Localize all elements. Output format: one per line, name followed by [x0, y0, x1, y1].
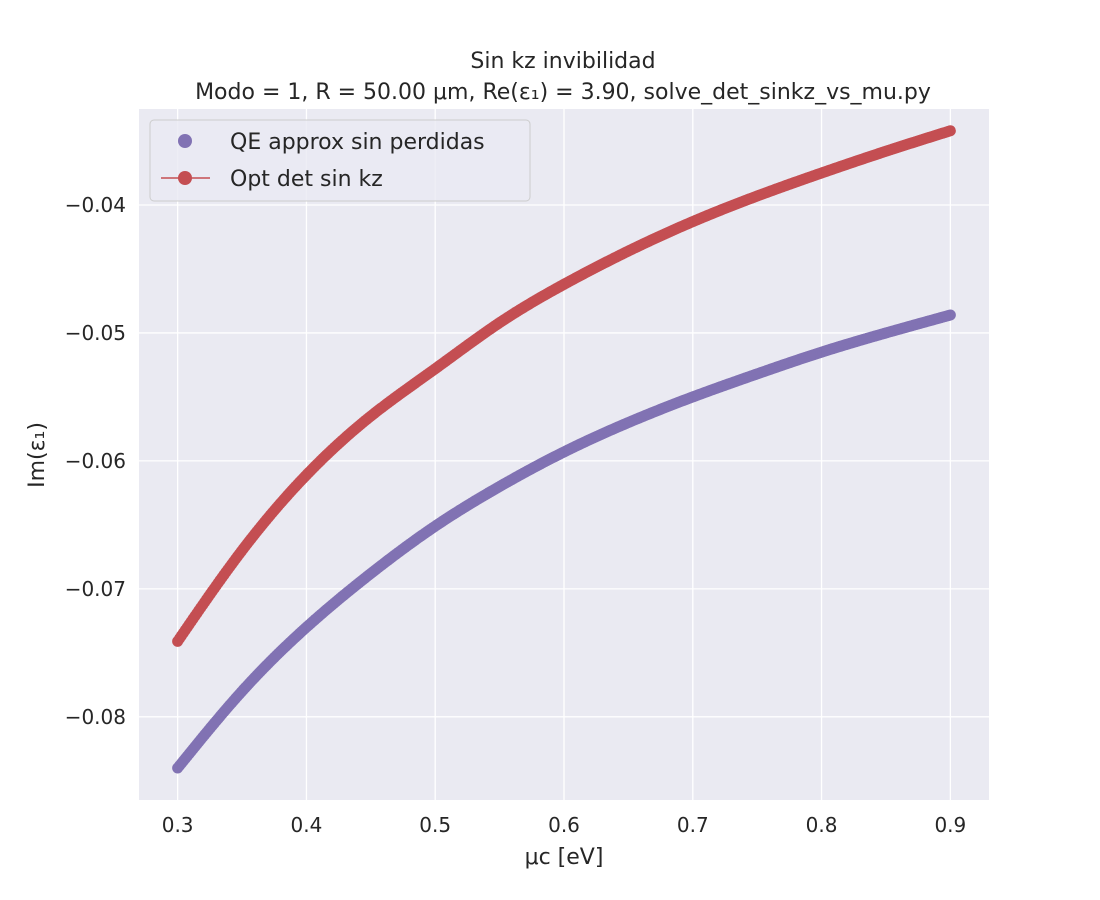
data-point: [944, 125, 956, 137]
x-tick-label: 0.3: [162, 813, 194, 837]
x-tick-label: 0.7: [677, 813, 709, 837]
legend-label-qe-approx: QE approx sin perdidas: [230, 130, 485, 155]
y-tick-labels: −0.04 −0.05 −0.06 −0.07 −0.08: [65, 193, 126, 729]
x-tick-label: 0.6: [548, 813, 580, 837]
x-tick-label: 0.9: [934, 813, 966, 837]
series-1: [172, 125, 956, 647]
y-axis-label: Im(ε₁): [25, 422, 50, 488]
chart-title: Sin kz invibilidad: [470, 49, 655, 74]
data-point: [944, 309, 956, 321]
legend: QE approx sin perdidas Opt det sin kz: [149, 119, 531, 202]
y-tick-label: −0.04: [65, 193, 126, 217]
legend-label-opt-det: Opt det sin kz: [230, 167, 383, 192]
series-0: [172, 309, 956, 774]
series-layer: [172, 125, 956, 774]
y-tick-label: −0.05: [65, 321, 126, 345]
x-tick-labels: 0.3 0.4 0.5 0.6 0.7 0.8 0.9: [162, 813, 967, 837]
legend-box: [149, 119, 531, 202]
y-tick-label: −0.08: [65, 705, 126, 729]
x-tick-label: 0.8: [806, 813, 838, 837]
x-tick-label: 0.5: [419, 813, 451, 837]
y-tick-label: −0.06: [65, 449, 126, 473]
legend-marker-opt-det: [178, 171, 192, 185]
y-tick-label: −0.07: [65, 577, 126, 601]
legend-marker-qe-approx: [178, 134, 192, 148]
x-axis-label: μc [eV]: [525, 845, 604, 870]
chart-subtitle: Modo = 1, R = 50.00 μm, Re(ε₁) = 3.90, s…: [195, 80, 931, 105]
x-tick-label: 0.4: [291, 813, 323, 837]
